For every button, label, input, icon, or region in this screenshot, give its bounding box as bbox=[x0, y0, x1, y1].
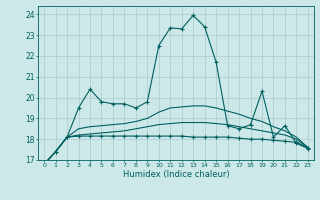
X-axis label: Humidex (Indice chaleur): Humidex (Indice chaleur) bbox=[123, 170, 229, 179]
